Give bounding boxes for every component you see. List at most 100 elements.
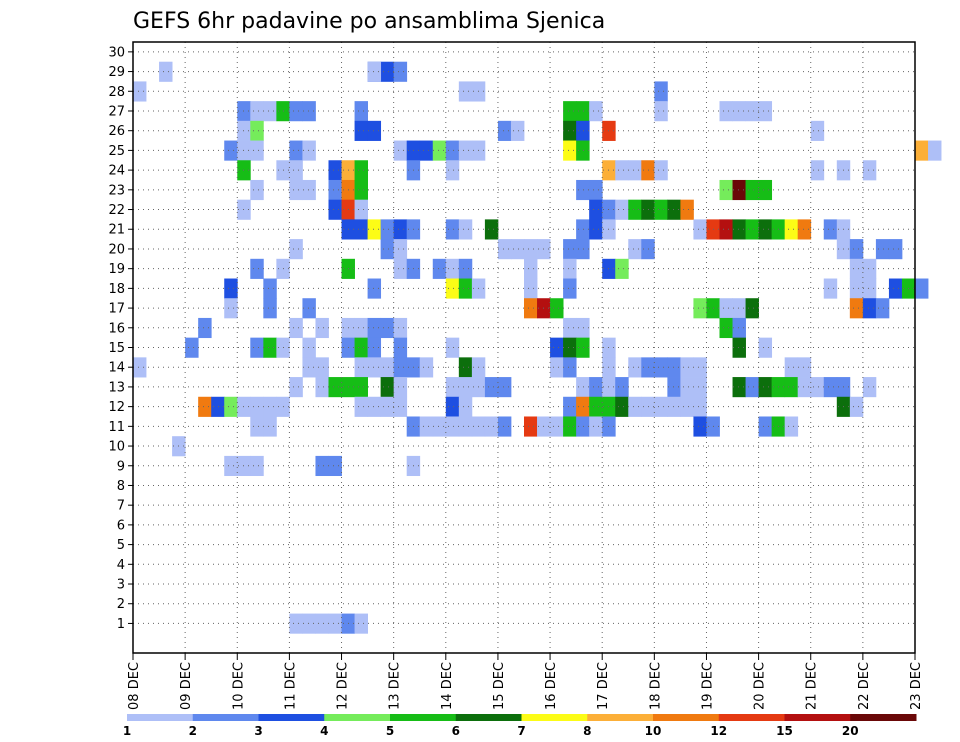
heatmap-cell: [419, 416, 434, 437]
heatmap-cell: [393, 396, 408, 417]
heatmap-cell: [654, 199, 668, 220]
heatmap-cell: [576, 317, 590, 339]
heatmap-cell: [510, 120, 525, 141]
heatmap-cell: [380, 377, 395, 398]
heatmap-cell: [732, 377, 746, 398]
heatmap-cell: [680, 396, 694, 417]
heatmap-cell: [224, 298, 238, 319]
y-tick-label: 22: [108, 203, 125, 218]
heatmap-cell: [419, 140, 434, 161]
heatmap-cell: [576, 239, 590, 260]
heatmap-cell: [563, 396, 577, 417]
x-tick-label: 23 DEC: [909, 662, 924, 710]
heatmap-cell: [667, 357, 681, 378]
heatmap-cell: [524, 258, 538, 279]
heatmap-cell: [393, 377, 408, 398]
heatmap-cell: [758, 179, 773, 201]
heatmap-cell: [654, 357, 668, 378]
heatmap-cell: [458, 278, 473, 299]
heatmap-cell: [589, 377, 603, 398]
legend-label: 8: [583, 724, 591, 738]
y-tick-label: 16: [108, 321, 125, 336]
heatmap-cell: [654, 160, 668, 181]
heatmap-cell: [732, 337, 746, 358]
legend-label: 5: [386, 724, 394, 738]
color-legend: 1 2 3 4 5 6 7 8 10 12 15 20: [123, 714, 917, 738]
heatmap-cell: [823, 278, 838, 299]
heatmap-cell: [524, 416, 538, 437]
heatmap-cell: [224, 140, 238, 161]
heatmap-cell: [250, 101, 264, 122]
heatmap-cell: [367, 317, 382, 339]
heatmap-cell: [823, 219, 838, 240]
heatmap-cell: [719, 179, 733, 201]
y-tick-label: 18: [108, 282, 125, 297]
heatmap-cell: [628, 199, 642, 220]
y-tick-label: 3: [117, 578, 125, 593]
heatmap-cell: [445, 377, 460, 398]
heatmap-cell: [367, 278, 382, 299]
heatmap-cell: [732, 179, 746, 201]
heatmap-cell: [693, 298, 707, 319]
y-tick-label: 15: [108, 341, 125, 356]
heatmap-cell: [589, 199, 603, 220]
heatmap-cell: [745, 101, 759, 122]
y-tick-label: 25: [108, 144, 125, 159]
y-tick-label: 26: [108, 124, 125, 139]
x-tick-label: 08 DEC: [127, 662, 142, 710]
heatmap-cell: [732, 317, 746, 339]
heatmap-cell: [432, 258, 447, 279]
legend-label: 2: [189, 724, 197, 738]
heatmap-cell: [576, 120, 590, 141]
heatmap-cell: [719, 298, 733, 319]
heatmap-cell: [745, 219, 759, 240]
heatmap-cell: [380, 61, 395, 82]
heatmap-cell: [915, 278, 929, 299]
heatmap-cell: [302, 298, 316, 319]
heatmap-cell: [367, 120, 382, 141]
heatmap-cell: [380, 396, 395, 417]
legend-label: 10: [645, 724, 662, 738]
heatmap-cell: [354, 160, 368, 181]
heatmap-cell: [250, 179, 264, 201]
heatmap-cell: [354, 396, 368, 417]
heatmap-cell: [797, 357, 812, 378]
heatmap-cell: [862, 160, 877, 181]
heatmap-cell: [354, 357, 368, 378]
heatmap-cell: [510, 239, 525, 260]
heatmap-cell: [302, 179, 316, 201]
heatmap-cell: [563, 317, 577, 339]
heatmap-cell: [393, 61, 408, 82]
y-axis: 1234567891011121314151617181920212223242…: [108, 45, 133, 632]
x-tick-label: 11 DEC: [283, 662, 298, 710]
heatmap-cell: [745, 377, 759, 398]
heatmap-cell: [497, 120, 512, 141]
heatmap-cell: [380, 239, 395, 260]
y-tick-label: 2: [117, 597, 125, 612]
y-tick-label: 9: [117, 459, 125, 474]
heatmap-cell: [198, 396, 212, 417]
heatmap-cell: [615, 396, 629, 417]
x-tick-label: 09 DEC: [179, 662, 194, 710]
y-tick-label: 1: [117, 617, 125, 632]
heatmap-cell: [563, 239, 577, 260]
heatmap-cell: [628, 357, 642, 378]
heatmap-cell: [289, 377, 303, 398]
heatmap-cell: [315, 377, 329, 398]
heatmap-cell: [367, 357, 382, 378]
heatmap-cell: [250, 455, 264, 477]
heatmap-cell: [654, 396, 668, 417]
x-tick-label: 18 DEC: [648, 662, 663, 710]
heatmap-cell: [915, 140, 929, 161]
y-tick-label: 14: [108, 361, 125, 376]
heatmap-cell: [784, 377, 799, 398]
y-tick-label: 29: [108, 65, 125, 80]
heatmap-cell: [354, 179, 368, 201]
y-tick-label: 19: [108, 262, 125, 277]
heatmap-cells: [133, 61, 942, 634]
heatmap-cell: [250, 416, 264, 437]
heatmap-cell: [576, 416, 590, 437]
heatmap-cell: [693, 219, 707, 240]
heatmap-cell: [419, 357, 434, 378]
heatmap-cell: [615, 199, 629, 220]
